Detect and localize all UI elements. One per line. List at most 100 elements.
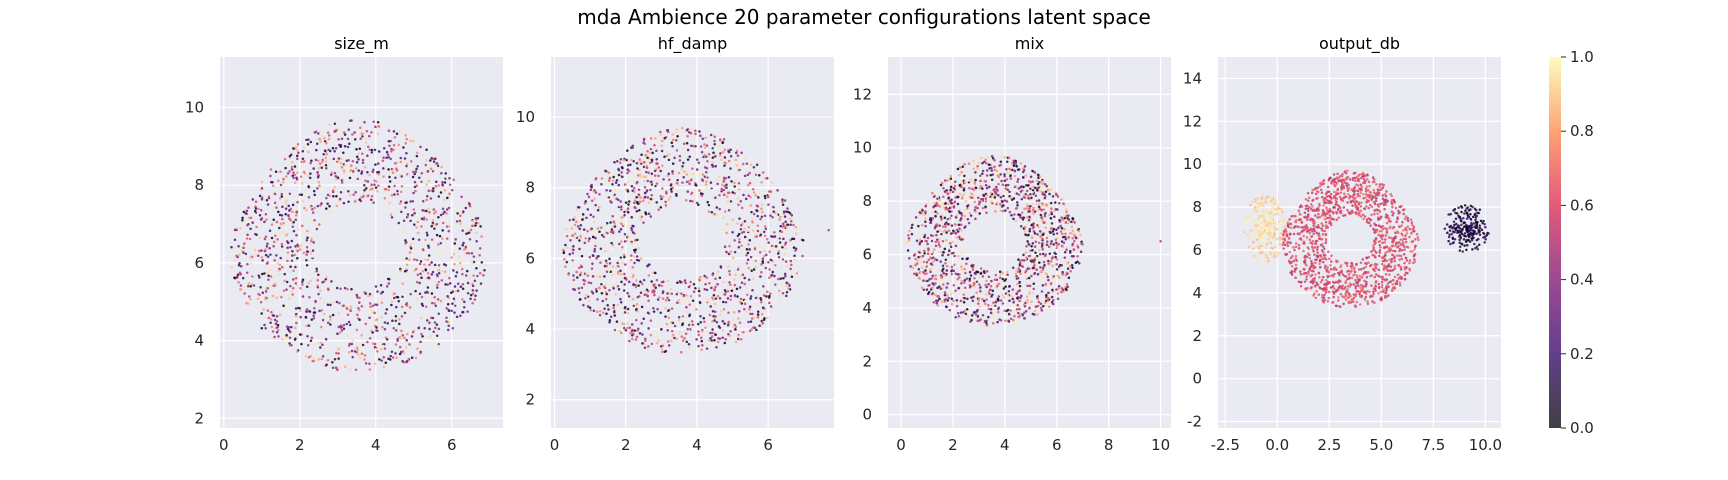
scatter-point [275,220,279,224]
scatter-point [611,265,615,268]
scatter-point [233,276,236,279]
scatter-point [1257,215,1261,218]
scatter-point [589,213,593,217]
scatter-point [599,261,602,264]
scatter-point [439,252,443,255]
scatter-point [677,171,681,175]
scatter-point [752,268,756,271]
scatter-point [1073,234,1077,238]
scatter-point [393,292,396,295]
scatter-point [827,228,830,232]
scatter-point [648,157,652,161]
scatter-point [917,255,920,259]
scatter-point [408,343,411,346]
scatter-point [1031,302,1035,305]
scatter-point [681,323,684,327]
scatter-point [622,289,626,292]
scatter-point [972,284,975,287]
scatter-point [777,289,781,293]
scatter-point [664,315,667,318]
scatter-point [675,128,679,131]
scatter-point [938,237,941,241]
scatter-point [932,283,936,287]
scatter-point [731,191,734,194]
scatter-point [1282,216,1286,220]
scatter-point [410,242,413,246]
scatter-point [437,337,440,340]
scatter-point [329,288,332,291]
scatter-point [333,122,337,126]
scatter-point [759,217,762,221]
scatter-point [437,243,440,246]
scatter-point [363,184,366,187]
scatter-point [979,272,983,275]
scatter-point [1399,254,1403,258]
scatter-point [1070,220,1073,224]
scatter-point [1248,212,1252,215]
scatter-point [615,320,619,323]
scatter-point [1017,193,1021,196]
scatter-point [727,321,730,325]
scatter-point [461,244,464,247]
scatter-point [704,282,707,286]
scatter-point [942,202,945,205]
scatter-point [645,190,649,193]
scatter-point [1264,255,1268,259]
scatter-point [935,233,938,237]
scatter-point [1267,233,1270,237]
scatter-point [1017,267,1020,270]
scatter-point [738,217,741,220]
scatter-point [758,324,761,328]
scatter-point [337,311,340,314]
scatter-point [1027,209,1031,213]
scatter-point [1039,306,1043,310]
scatter-point [706,176,709,179]
scatter-point [308,296,311,299]
scatter-point [685,310,688,313]
scatter-point [984,161,988,165]
scatter-point [748,305,752,308]
scatter-point [319,346,322,349]
scatter-point [373,362,377,365]
y-tick-label: 10 [185,99,204,117]
scatter-point [754,173,758,176]
scatter-point [1246,233,1249,236]
scatter-point [465,232,468,235]
scatter-point [728,244,731,248]
scatter-point [981,172,984,176]
scatter-point [401,350,405,353]
scatter-point [925,239,928,243]
scatter-point [959,223,963,227]
scatter-point [635,279,638,282]
scatter-point [609,199,612,203]
scatter-point [726,323,730,327]
scatter-point [729,148,732,151]
scatter-point [735,287,739,291]
scatter-point [1042,266,1045,269]
scatter-point [312,316,316,320]
scatter-point [357,308,361,312]
scatter-point [1346,285,1350,288]
scatter-point [771,215,774,219]
scatter-point [1266,216,1269,220]
scatter-point [1261,230,1264,234]
scatter-point [984,183,988,187]
scatter-point [989,307,993,311]
scatter-point [294,312,298,316]
scatter-point [956,312,960,315]
scatter-point [945,286,948,289]
scatter-point [704,183,708,186]
scatter-point [609,270,612,274]
scatter-point [291,287,295,290]
scatter-point [639,257,643,260]
scatter-point [734,158,738,162]
scatter-point [1393,264,1397,268]
scatter-point [764,177,767,180]
scatter-point [462,248,466,251]
scatter-point [723,177,726,180]
scatter-point [258,236,262,240]
scatter-point [952,229,955,233]
scatter-point [1390,194,1393,198]
scatter-point [944,206,947,210]
scatter-point [678,159,682,162]
